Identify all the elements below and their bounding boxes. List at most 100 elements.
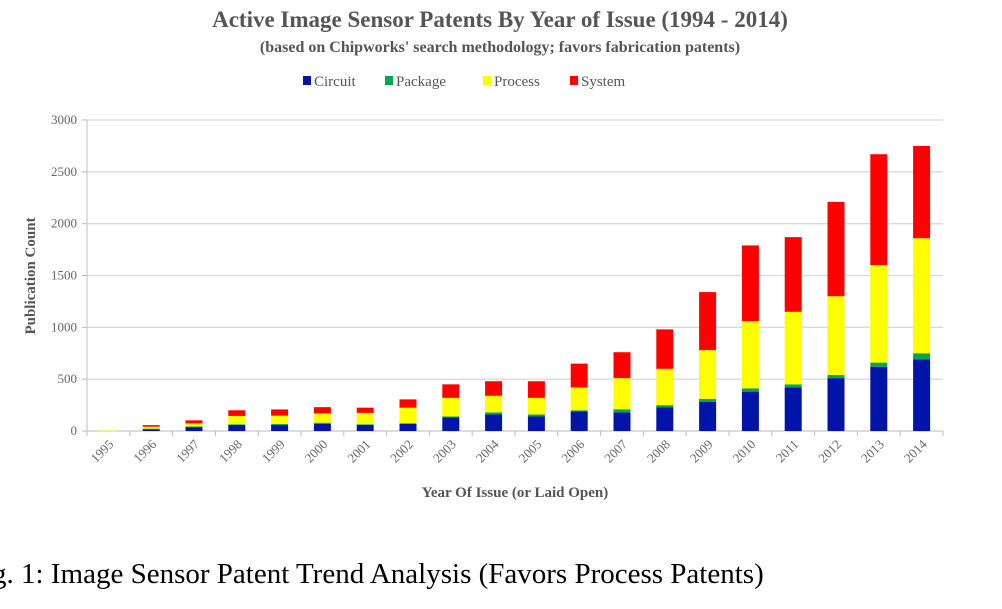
bar-circuit-2000: [313, 423, 331, 431]
bar-circuit-1996: [142, 428, 160, 431]
bar-system-2007: [613, 352, 631, 379]
bar-system-2014: [913, 145, 931, 239]
bar-system-2002: [399, 399, 417, 408]
x-tick-label: 2007: [601, 436, 630, 465]
legend-swatch-package: [385, 76, 393, 85]
y-tick-label: 1500: [51, 268, 77, 283]
x-tick-label: 2008: [644, 437, 673, 466]
bar-package-2007: [613, 409, 631, 413]
bar-process-1995: [99, 430, 117, 432]
x-tick-label: 2009: [687, 437, 716, 466]
bar-package-2014: [913, 353, 931, 360]
bar-package-2008: [656, 405, 674, 408]
y-tick-label: 3000: [51, 112, 77, 127]
bar-process-1998: [228, 415, 246, 425]
bar-system-2012: [827, 201, 845, 297]
bar-system-2001: [356, 407, 374, 413]
bar-process-1996: [142, 426, 160, 429]
y-tick-label: 2000: [51, 216, 77, 231]
legend-swatch-circuit: [303, 76, 311, 85]
legend-label-system: System: [581, 74, 626, 90]
gridlines: [87, 119, 943, 432]
bar-package-1999: [271, 423, 289, 425]
bar-system-2003: [442, 384, 460, 398]
bar-process-2004: [485, 395, 503, 413]
bar-process-2003: [442, 397, 460, 417]
bar-process-1999: [271, 415, 289, 424]
x-tick-label: 2003: [430, 437, 459, 466]
bar-package-2000: [313, 422, 331, 424]
x-tick-label: 2000: [302, 437, 331, 466]
chart-title: Active Image Sensor Patents By Year of I…: [212, 7, 788, 32]
bar-process-2002: [399, 407, 417, 424]
bar-circuit-1997: [185, 426, 203, 431]
x-tick-label: 1995: [88, 437, 117, 466]
x-tick-label: 2001: [344, 437, 373, 466]
x-tick-label: 1998: [216, 437, 245, 466]
bar-package-2001: [356, 424, 374, 426]
bar-circuit-2003: [442, 417, 460, 431]
y-axis: 0 500 1000 1500 2000 2500 3000: [51, 112, 88, 438]
bar-system-2004: [485, 381, 503, 396]
bar-circuit-2011: [784, 387, 802, 431]
x-axis-title: Year Of Issue (or Laid Open): [422, 485, 609, 501]
bar-system-2008: [656, 329, 674, 369]
bar-circuit-2013: [870, 366, 888, 431]
x-tick-label: 2004: [473, 436, 502, 465]
bar-circuit-2009: [699, 401, 717, 431]
x-tick-label: 2011: [773, 437, 802, 466]
bar-system-2009: [699, 292, 717, 351]
bar-package-2006: [570, 410, 588, 412]
x-tick-label: 2002: [387, 437, 416, 466]
chart-subtitle: (based on Chipworks' search methodology;…: [260, 39, 740, 56]
bar-package-2005: [527, 414, 545, 417]
bar-system-2000: [313, 407, 331, 414]
x-tick-label: 1997: [173, 436, 202, 465]
y-axis-title: Publication Count: [23, 217, 39, 334]
bar-circuit-2010: [741, 391, 759, 431]
figure-caption: ig. 1: Image Sensor Patent Trend Analysi…: [0, 558, 764, 590]
bar-system-2011: [784, 237, 802, 312]
bar-process-2007: [613, 378, 631, 410]
bar-circuit-2004: [485, 414, 503, 431]
bar-system-2010: [741, 245, 759, 322]
bar-circuit-2014: [913, 359, 931, 431]
y-tick-label: 2500: [51, 164, 77, 179]
x-axis: 1995 1996 1997 1998 1999 2000 2001 2002 2003 2004…: [86, 430, 944, 466]
bar-process-2006: [570, 387, 588, 411]
y-tick-label: 1000: [51, 319, 77, 334]
bar-circuit-2001: [356, 424, 374, 431]
x-tick-label: 2014: [901, 436, 930, 465]
bar-package-2013: [870, 362, 888, 367]
x-tick-label: 2010: [730, 437, 759, 466]
legend-swatch-system: [570, 76, 578, 85]
x-tick-label: 1999: [259, 437, 288, 466]
bar-package-2010: [741, 388, 759, 392]
bar-process-2000: [313, 413, 331, 423]
bar-system-2013: [870, 154, 888, 266]
x-tick-label: 2013: [858, 437, 887, 466]
x-tick-label: 2005: [516, 437, 545, 466]
bar-system-1998: [228, 410, 246, 416]
bar-circuit-2006: [570, 411, 588, 431]
legend-label-process: Process: [494, 74, 540, 90]
legend-swatch-process: [483, 76, 491, 85]
y-tick-label: 500: [58, 371, 78, 386]
bar-system-1996: [142, 425, 160, 427]
bar-package-2012: [827, 375, 845, 379]
bar-process-2009: [699, 350, 717, 399]
legend: Circuit Package Process System: [303, 74, 626, 90]
bar-package-2009: [699, 398, 717, 402]
bar-process-2012: [827, 296, 845, 376]
bar-process-2014: [913, 238, 931, 354]
bar-circuit-1998: [228, 424, 246, 431]
bar-circuit-2002: [399, 423, 417, 431]
bar-system-1997: [185, 420, 203, 424]
bar-process-1997: [185, 423, 203, 427]
legend-label-circuit: Circuit: [314, 74, 356, 90]
bar-package-2002: [399, 423, 417, 425]
bar-package-2011: [784, 384, 802, 388]
bar-system-2005: [527, 381, 545, 398]
bar-circuit-2008: [656, 407, 674, 431]
